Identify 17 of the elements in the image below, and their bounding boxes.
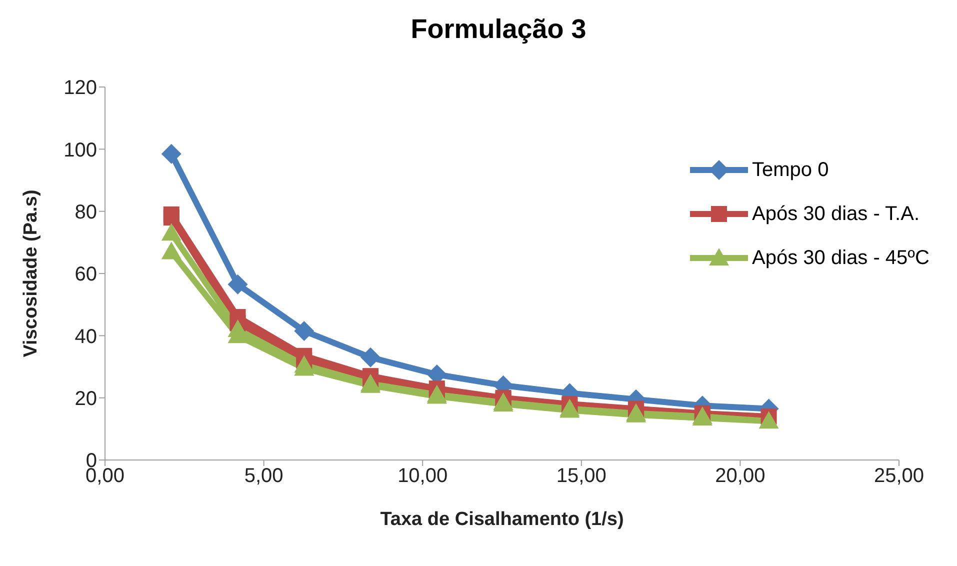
legend-label: Após 30 dias - 45ºC	[752, 246, 930, 270]
y-tick-label: 120	[64, 77, 97, 100]
y-tick-label: 60	[74, 264, 97, 286]
y-tick-label: 100	[64, 139, 97, 162]
x-tick-label: 5,00	[244, 465, 284, 488]
x-tick-label: 10,00	[398, 465, 448, 488]
x-axis-title: Taxa de Cisalhamento (1/s)	[380, 509, 624, 530]
x-tick-label: 25,00	[874, 465, 924, 488]
x-tick-label: 20,00	[715, 465, 766, 488]
legend-label: Após 30 dias - T.A.	[752, 202, 920, 226]
y-tick-label: 20	[74, 388, 97, 410]
y-tick-label: 80	[74, 201, 97, 224]
chart-title: Formulação 3	[410, 13, 588, 45]
legend-label: Tempo 0	[752, 158, 829, 182]
y-axis-title: Viscosidade (Pa.s)	[20, 190, 42, 358]
x-tick-label: 15,00	[556, 465, 606, 488]
y-tick-label: 40	[74, 326, 97, 348]
